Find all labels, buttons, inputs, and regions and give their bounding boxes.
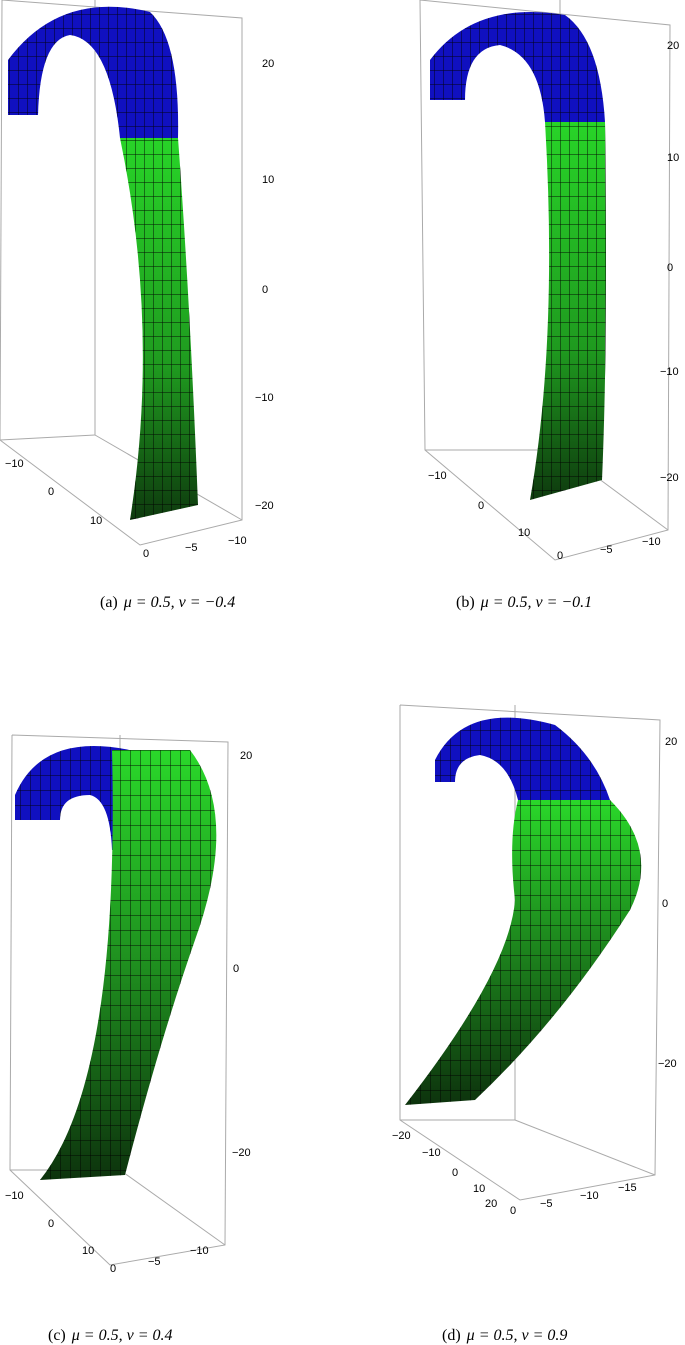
z-tick: −10 — [660, 366, 679, 378]
z-tick: 10 — [262, 174, 275, 186]
x-tick: 0 — [452, 1167, 459, 1179]
surface-plot-c — [9, 734, 229, 1266]
z-tick: 0 — [667, 262, 674, 274]
x-tick: 10 — [90, 515, 103, 527]
caption-c: (c) μ = 0.5, ν = 0.4 — [48, 1327, 173, 1344]
caption-d: (d) μ = 0.5, ν = 0.9 — [442, 1327, 568, 1344]
y-tick: −5 — [540, 1198, 553, 1210]
z-tick: 20 — [240, 750, 253, 762]
z-tick: −20 — [658, 1058, 677, 1070]
z-tick: 20 — [262, 58, 275, 70]
panel-c: 20 0 −20 −10 0 10 0 −5 −10 — [0, 700, 300, 1280]
panel-d: 20 0 −20 −20 −10 0 10 20 0 −5 −10 −15 — [380, 700, 685, 1280]
caption-a: (a) μ = 0.5, ν = −0.4 — [100, 594, 236, 611]
x-tick: 10 — [473, 1183, 486, 1195]
surface-plot-d — [399, 704, 661, 1201]
x-tick: 0 — [478, 500, 485, 512]
x-tick: −20 — [392, 1130, 411, 1142]
y-tick: −5 — [185, 542, 198, 554]
y-tick: −10 — [580, 1190, 599, 1202]
panel-a: 20 10 0 −10 −20 −10 0 10 0 −5 −10 — [0, 0, 300, 560]
y-tick: −15 — [618, 1182, 637, 1194]
x-tick: 10 — [82, 1245, 95, 1257]
z-tick: 0 — [662, 898, 669, 910]
x-tick: 20 — [485, 1198, 498, 1210]
surface-plot-b — [419, 0, 671, 561]
caption-b: (b) μ = 0.5, ν = −0.1 — [456, 594, 593, 611]
z-tick: 20 — [665, 736, 678, 748]
x-tick: −10 — [428, 470, 447, 482]
y-tick: −10 — [190, 1245, 209, 1257]
x-tick: 10 — [518, 527, 531, 539]
surface-plot-a — [0, 0, 243, 546]
z-tick: 20 — [667, 40, 680, 52]
x-tick: −10 — [422, 1147, 441, 1159]
y-tick: 0 — [557, 550, 564, 562]
y-tick: −10 — [228, 535, 247, 547]
z-tick: −20 — [660, 472, 679, 484]
z-tick: −20 — [255, 500, 274, 512]
z-tick: 10 — [667, 152, 680, 164]
y-tick: 0 — [510, 1205, 517, 1217]
z-tick: 0 — [233, 963, 240, 975]
z-tick: −10 — [255, 392, 274, 404]
y-tick: 0 — [110, 1263, 117, 1275]
surface-a — [8, 6, 198, 520]
z-tick: −20 — [232, 1147, 251, 1159]
x-tick: −10 — [5, 1190, 24, 1202]
y-tick: 0 — [143, 548, 150, 560]
z-tick: 0 — [262, 284, 269, 296]
y-tick: −10 — [642, 536, 661, 548]
y-tick: −5 — [600, 544, 613, 556]
x-tick: 0 — [48, 1218, 55, 1230]
panel-b: 20 10 0 −10 −20 −10 0 10 0 −5 −10 — [380, 0, 680, 570]
y-tick: −5 — [148, 1256, 161, 1268]
x-tick: −10 — [5, 458, 24, 470]
x-tick: 0 — [48, 486, 55, 498]
